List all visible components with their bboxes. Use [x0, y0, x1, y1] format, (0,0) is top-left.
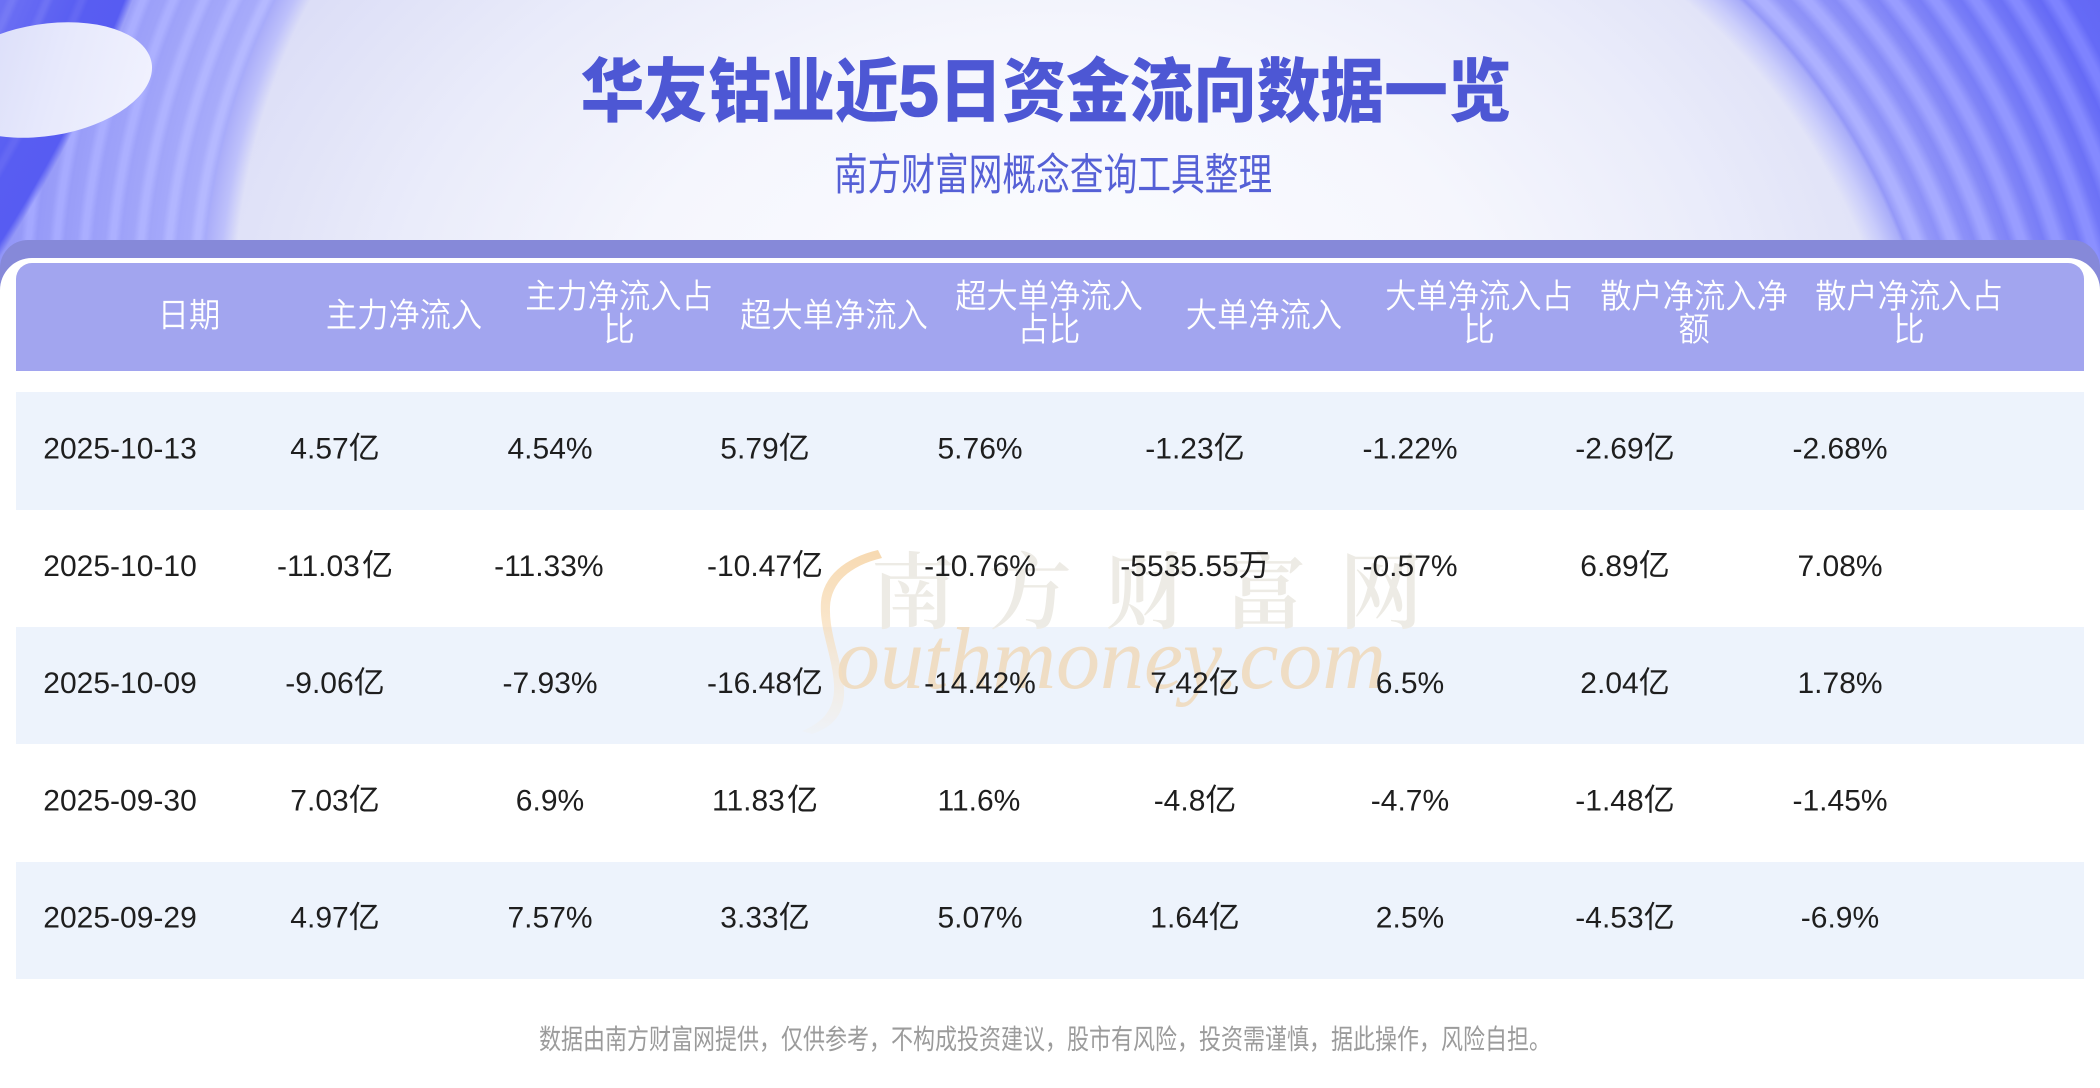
svg-text:-1.45%: -1.45% [1793, 784, 1888, 817]
svg-text:5: 5 [899, 52, 939, 132]
svg-text:7.08%: 7.08% [1798, 550, 1883, 583]
svg-text:4.97: 4.97 [290, 902, 348, 935]
svg-text:-1.22%: -1.22% [1363, 433, 1458, 466]
svg-text:-9.06: -9.06 [285, 667, 353, 700]
svg-text:-10.76%: -10.76% [924, 550, 1036, 583]
svg-text:7.03: 7.03 [290, 784, 348, 817]
svg-text:7.42: 7.42 [1150, 667, 1208, 700]
svg-text:-14.42%: -14.42% [924, 667, 1036, 700]
svg-text:-4.8: -4.8 [1154, 784, 1206, 817]
svg-text:outhmoney.com: outhmoney.com [836, 611, 1386, 708]
svg-text:2025-10-09: 2025-10-09 [43, 667, 196, 700]
svg-text:-1.23: -1.23 [1145, 433, 1213, 466]
svg-text:6.89: 6.89 [1580, 550, 1638, 583]
svg-text:1.64: 1.64 [1150, 902, 1208, 935]
svg-text:-10.47: -10.47 [707, 550, 792, 583]
svg-text:5.76%: 5.76% [938, 433, 1023, 466]
svg-text:11.83: 11.83 [712, 784, 785, 817]
svg-text:6.5%: 6.5% [1376, 667, 1444, 700]
svg-text:-16.48: -16.48 [707, 667, 792, 700]
svg-text:-2.68%: -2.68% [1793, 433, 1888, 466]
svg-text:2025-09-30: 2025-09-30 [43, 784, 196, 817]
svg-text:-0.57%: -0.57% [1363, 550, 1458, 583]
svg-text:-7.93%: -7.93% [503, 667, 598, 700]
svg-text:3.33: 3.33 [720, 902, 778, 935]
svg-text:-6.9%: -6.9% [1801, 902, 1879, 935]
svg-text:2025-10-10: 2025-10-10 [43, 550, 196, 583]
svg-text:-2.69: -2.69 [1575, 433, 1643, 466]
svg-text:-4.53: -4.53 [1575, 902, 1643, 935]
svg-text:-11.03: -11.03 [277, 550, 360, 583]
svg-text:4.54%: 4.54% [508, 433, 593, 466]
svg-text:6.9%: 6.9% [516, 784, 584, 817]
svg-text:7.57%: 7.57% [508, 902, 593, 935]
svg-text:-5535.55: -5535.55 [1120, 550, 1238, 583]
svg-text:2025-10-13: 2025-10-13 [43, 433, 196, 466]
svg-text:-4.7%: -4.7% [1371, 784, 1449, 817]
svg-text:4.57: 4.57 [290, 433, 348, 466]
svg-text:2025-09-29: 2025-09-29 [43, 902, 196, 935]
svg-text:-11.33%: -11.33% [494, 550, 604, 583]
svg-text:5.07%: 5.07% [938, 902, 1023, 935]
svg-text:1.78%: 1.78% [1798, 667, 1883, 700]
svg-text:2.04: 2.04 [1580, 667, 1638, 700]
svg-text:5.79: 5.79 [720, 433, 778, 466]
svg-text:11.6%: 11.6% [938, 784, 1021, 817]
svg-text:-1.48: -1.48 [1575, 784, 1643, 817]
svg-text:2.5%: 2.5% [1376, 902, 1444, 935]
